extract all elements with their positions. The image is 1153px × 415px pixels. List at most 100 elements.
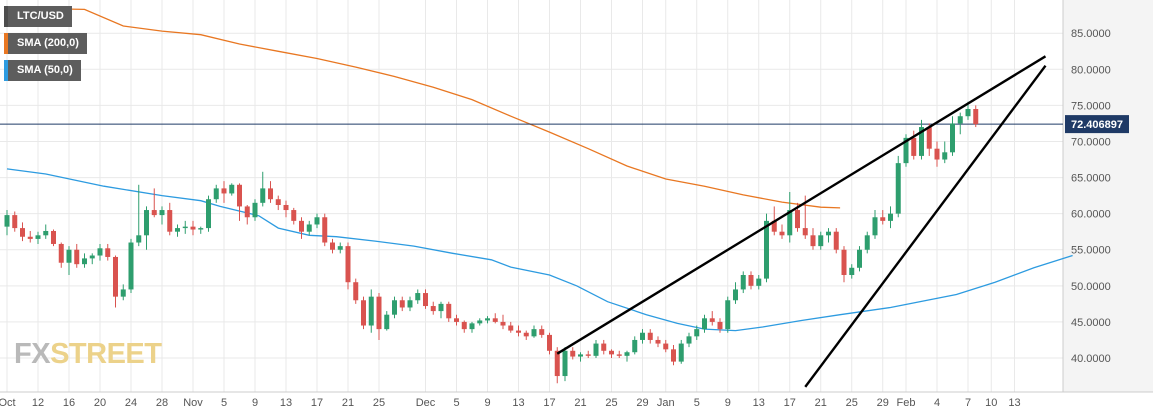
legend-sma200[interactable]: SMA (200,0) <box>4 33 87 54</box>
legend-label-sma50: SMA (50,0) <box>17 64 73 76</box>
candle-body <box>260 188 266 203</box>
candle-body <box>337 246 343 250</box>
candle-body <box>686 336 692 344</box>
candle-body <box>175 228 180 232</box>
x-tick-label: Dec <box>416 397 436 409</box>
candle-body <box>810 235 816 247</box>
candle-body <box>159 210 165 216</box>
x-tick-label: 9 <box>252 397 258 409</box>
candle-body <box>973 109 979 125</box>
candle-body <box>167 210 173 232</box>
x-tick-label: 13 <box>753 397 765 409</box>
candle-body <box>58 243 64 263</box>
candle-body <box>151 210 157 216</box>
candle-body <box>229 184 235 194</box>
candle-body <box>578 354 583 357</box>
x-tick-label: 25 <box>846 397 858 409</box>
candle-body <box>919 127 924 156</box>
x-tick-label: 25 <box>605 397 617 409</box>
x-tick-label: Oct <box>0 397 16 409</box>
x-tick-label: 4 <box>934 397 940 409</box>
candle-body <box>430 306 436 312</box>
candle-body <box>198 228 204 230</box>
candle-body <box>965 109 971 117</box>
candle-body <box>585 354 591 356</box>
y-tick-label: 50.0000 <box>1071 281 1111 293</box>
candle-body <box>182 226 188 229</box>
candle-body <box>492 318 498 322</box>
y-tick-label: 65.0000 <box>1071 173 1111 185</box>
x-tick-label: Nov <box>183 397 203 409</box>
candle-body <box>500 321 506 326</box>
candle-body <box>105 248 111 257</box>
candle-body <box>82 258 87 265</box>
candle-body <box>368 296 374 326</box>
candle-body <box>252 202 258 218</box>
candle-body <box>27 236 33 239</box>
sma50-line <box>6 168 1073 332</box>
candle-body <box>787 210 793 236</box>
x-tick-label: 9 <box>484 397 490 409</box>
candle-body <box>632 339 638 353</box>
candle-body <box>717 321 723 330</box>
y-tick-label: 60.0000 <box>1071 209 1111 221</box>
legend-swatch-sma200 <box>4 33 8 54</box>
candle-body <box>678 343 684 362</box>
candle-body <box>438 303 444 312</box>
candle-body <box>779 231 785 236</box>
candle-body <box>562 350 568 377</box>
candle-body <box>942 152 948 160</box>
x-tick-label: 29 <box>636 397 648 409</box>
candle-body <box>423 293 428 307</box>
x-tick-label: 28 <box>156 397 168 409</box>
candle-body <box>609 350 614 355</box>
legend-swatch-ltcusd <box>4 6 8 27</box>
candle-body <box>120 289 126 297</box>
candle-body <box>384 314 390 330</box>
candle-body <box>709 318 715 322</box>
candle-body <box>725 300 731 330</box>
x-tick-label: 16 <box>63 397 75 409</box>
x-tick-label: 9 <box>725 397 731 409</box>
wedge-trendline-upper <box>556 55 1047 355</box>
x-tick-label: 17 <box>311 397 323 409</box>
sma200-line <box>6 7 841 209</box>
candle-body <box>531 329 537 337</box>
candle-body <box>934 148 940 160</box>
x-tick-label: 5 <box>694 397 700 409</box>
candle-body <box>407 300 413 308</box>
candle-body <box>213 188 219 200</box>
x-tick-label: 13 <box>512 397 524 409</box>
candle-body <box>733 289 738 301</box>
x-tick-label: 29 <box>877 397 889 409</box>
candle-body <box>601 343 607 351</box>
x-tick-label: Feb <box>897 397 916 409</box>
candle-body <box>756 278 762 286</box>
x-tick-label: 21 <box>815 397 827 409</box>
candle-body <box>283 204 289 211</box>
candle-body <box>888 213 893 221</box>
y-tick-label: 75.0000 <box>1071 100 1111 112</box>
candle-body <box>376 296 382 330</box>
candle-body <box>20 228 25 237</box>
candle-body <box>322 217 328 243</box>
x-tick-label: 20 <box>94 397 106 409</box>
watermark-part-street: STREET <box>50 338 162 370</box>
candle-body <box>361 300 366 326</box>
candle-body <box>516 330 521 333</box>
candle-body <box>136 235 142 243</box>
legend-ltcusd[interactable]: LTC/USD <box>4 6 72 27</box>
candle-body <box>880 217 886 221</box>
wedge-trendline-lower <box>804 64 1047 388</box>
x-tick-label: 21 <box>342 397 354 409</box>
candle-body <box>857 249 862 268</box>
candle-body <box>795 210 800 229</box>
fxstreet-watermark-logo: FXSTREET <box>14 338 162 370</box>
y-axis-panel <box>1063 0 1153 415</box>
legend-sma50[interactable]: SMA (50,0) <box>4 60 81 81</box>
candle-body <box>872 217 878 236</box>
candle-body <box>446 303 452 319</box>
candle-body <box>895 163 901 214</box>
candle-body <box>299 220 304 232</box>
